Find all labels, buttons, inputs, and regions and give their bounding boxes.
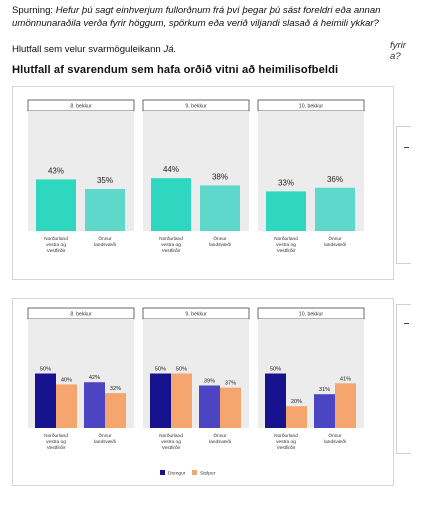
facet-label: 8. bekkur (70, 312, 92, 318)
category-label: Önnur (328, 432, 342, 439)
answer-share-prefix: Hlutfall sem velur svarmöguleikann (12, 44, 161, 55)
facet-label: 9. bekkur (185, 312, 207, 318)
facet-label: 10. bekkur (299, 312, 323, 318)
data-label: 31% (319, 387, 330, 393)
data-label: 36% (327, 175, 343, 184)
question-body: Hefur þú sagt einhverjum fullorðnum frá … (12, 5, 381, 29)
data-label: 40% (61, 377, 72, 383)
category-label: vestra og (46, 242, 66, 248)
category-label: Önnur (213, 432, 227, 439)
data-label: 33% (278, 178, 294, 187)
facet-label: 10. bekkur (299, 104, 323, 110)
category-label: Norðurland (159, 235, 183, 242)
bar (56, 384, 77, 428)
bar (84, 382, 105, 428)
category-label: vestra og (276, 242, 296, 248)
bar (105, 393, 126, 428)
category-label: vestra og (161, 439, 181, 445)
bar (286, 406, 307, 428)
data-label: 38% (212, 172, 228, 181)
category-label: Vestfirðir (277, 444, 296, 451)
answer-share-line: Hlutfall sem velur svarmöguleikann Já. (12, 44, 176, 55)
category-label: vestra og (161, 242, 181, 248)
data-label: 35% (97, 176, 113, 185)
category-label: Norðurland (44, 432, 68, 439)
legend-swatch (160, 470, 165, 475)
category-label: vestra og (46, 439, 66, 445)
cutoff-line-1: fyrir (390, 40, 406, 51)
bar (266, 191, 306, 231)
category-label: Norðurland (274, 432, 298, 439)
category-label: Önnur (213, 235, 227, 242)
question-label: Spurning: (12, 5, 54, 16)
legend-swatch (192, 470, 197, 475)
data-label: 50% (270, 367, 281, 373)
chart-heading: Hlutfall af svarendum sem hafa orðið vit… (12, 64, 339, 76)
category-label: Norðurland (159, 432, 183, 439)
category-label: Vestfirðir (47, 444, 66, 451)
bar (36, 179, 76, 231)
category-label: landsvæði (209, 438, 231, 445)
bar (151, 178, 191, 231)
side-bracket-top (396, 126, 411, 264)
bar (200, 185, 240, 231)
question-text: Spurning: Hefur þú sagt einhverjum fullo… (12, 4, 384, 30)
facet-label: 8. bekkur (70, 104, 92, 110)
category-label: Vestfirðir (277, 247, 296, 254)
bar (314, 394, 335, 428)
side-tick (404, 323, 409, 324)
facet-label: 9. bekkur (185, 104, 207, 110)
data-label: 50% (40, 367, 51, 373)
bar (150, 373, 171, 428)
category-label: landsvæði (94, 438, 116, 445)
data-label: 50% (155, 367, 166, 373)
data-label: 44% (163, 165, 179, 174)
cutoff-text: fyrir a? (390, 40, 406, 62)
bar (265, 373, 286, 428)
data-label: 42% (89, 375, 100, 381)
answer-share-value: Já. (163, 44, 177, 55)
category-label: Önnur (98, 235, 112, 242)
legend-label: Stelpur (200, 471, 216, 477)
category-label: Vestfirðir (47, 247, 66, 254)
category-label: Önnur (98, 432, 112, 439)
category-label: landsvæði (209, 241, 231, 248)
bar (171, 373, 192, 428)
cutoff-line-2: a? (390, 51, 401, 62)
category-label: Norðurland (274, 235, 298, 242)
bar (335, 383, 356, 428)
category-label: Vestfirðir (162, 247, 181, 254)
bar (199, 385, 220, 428)
bar (220, 387, 241, 428)
bar (315, 187, 355, 231)
category-label: Norðurland (44, 235, 68, 242)
legend-label: Drengur (168, 471, 186, 477)
side-bracket-bottom (396, 304, 411, 454)
category-label: Önnur (328, 235, 342, 242)
category-label: landsvæði (324, 241, 346, 248)
category-label: landsvæði (324, 438, 346, 445)
category-label: vestra og (276, 439, 296, 445)
data-label: 37% (225, 381, 236, 387)
data-label: 39% (204, 378, 215, 384)
data-label: 50% (176, 367, 187, 373)
data-label: 20% (291, 399, 302, 405)
bar (85, 189, 125, 231)
bar (35, 373, 56, 428)
data-label: 41% (340, 376, 351, 382)
category-label: Vestfirðir (162, 444, 181, 451)
data-label: 32% (110, 386, 121, 392)
category-label: landsvæði (94, 241, 116, 248)
data-label: 43% (48, 166, 64, 175)
side-tick (404, 147, 409, 148)
